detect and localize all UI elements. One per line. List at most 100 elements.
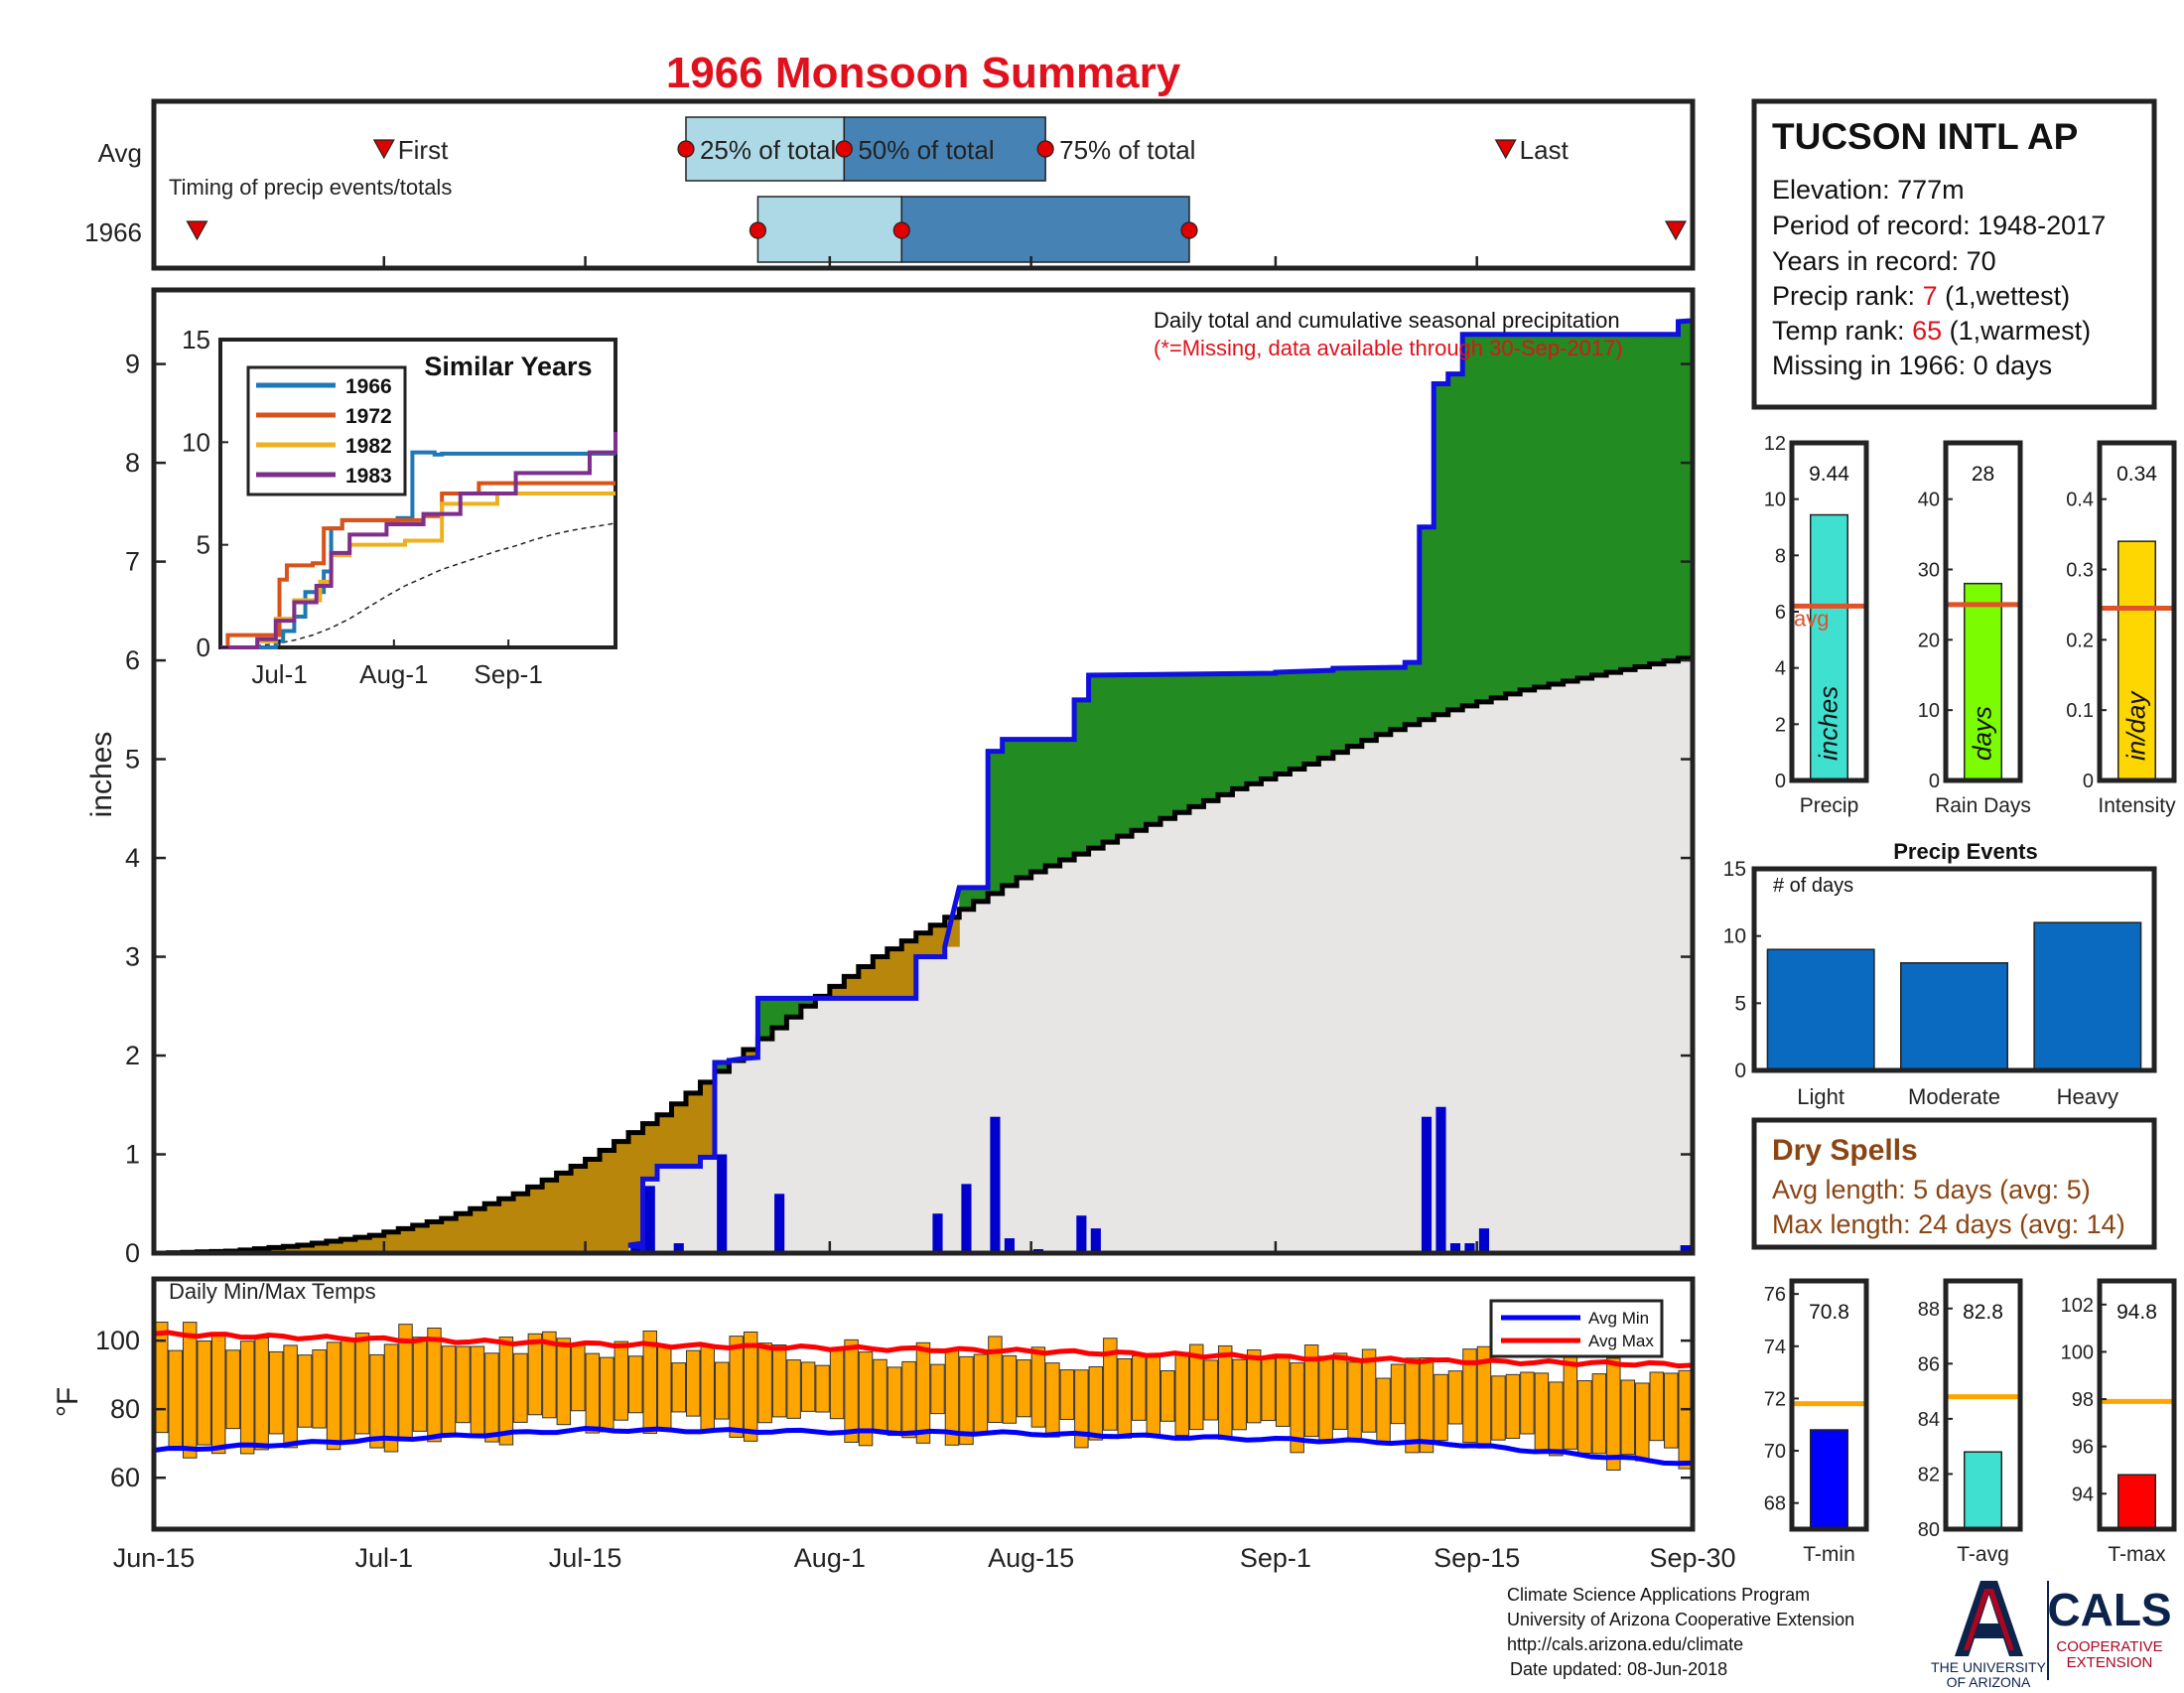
above-average-fill: [1650, 335, 1665, 664]
above-average-fill: [1405, 662, 1420, 725]
below-average-fill: [571, 1166, 586, 1253]
above-average-fill: [1606, 335, 1621, 672]
daily-temp-bar: [1161, 1371, 1174, 1422]
above-average-fill: [1506, 335, 1521, 694]
daily-temp-bar: [1578, 1381, 1591, 1454]
main-y-tick-label: 3: [125, 942, 140, 972]
precip-mini-1-bar-unit: days: [1968, 706, 1997, 761]
daily-temp-bar: [457, 1346, 470, 1423]
above-average-fill: [1232, 675, 1247, 788]
year-first-marker: [187, 221, 206, 239]
daily-temp-bar: [1348, 1362, 1361, 1442]
above-average-fill: [1003, 740, 1018, 886]
daily-temp-bar: [1550, 1382, 1563, 1456]
year-25-marker: [750, 222, 765, 238]
inset-x-tick-label: Jul-1: [251, 659, 307, 689]
daily-precip-bar: [774, 1194, 784, 1253]
timing-caption: Timing of precip events/totals: [169, 175, 452, 200]
daily-temp-bar: [169, 1350, 182, 1450]
daily-temp-bar: [916, 1342, 929, 1443]
daily-temp-bar: [514, 1353, 527, 1422]
below-average-fill: [614, 1142, 629, 1253]
above-average-fill: [1175, 675, 1190, 812]
daily-temp-bar: [442, 1346, 455, 1435]
daily-temp-bar: [413, 1338, 426, 1432]
temp-mini-2-tick-label: 96: [2072, 1437, 2094, 1459]
daily-temp-bar: [1492, 1376, 1505, 1440]
above-average-fill: [1635, 335, 1650, 667]
footer-line-2: University of Arizona Cooperative Extens…: [1507, 1610, 1854, 1629]
event-category-label: Light: [1797, 1084, 1844, 1109]
above-average-fill: [1118, 675, 1133, 836]
event-category-label: Heavy: [2057, 1084, 2118, 1109]
daily-temp-bar: [614, 1341, 627, 1420]
daily-precip-bar: [932, 1213, 942, 1253]
main-y-tick-label: 9: [125, 350, 140, 379]
temp-mini-0-value: 70.8: [1809, 1301, 1849, 1324]
temp-mini-0-bar: [1811, 1430, 1848, 1529]
precip-events-title: Precip Events: [1893, 839, 2038, 864]
above-average-fill: [1203, 675, 1218, 800]
daily-temp-bar: [1592, 1374, 1605, 1454]
daily-temp-bar: [931, 1364, 944, 1413]
daily-temp-bar: [701, 1346, 714, 1430]
precip-rank-note: (1,wettest): [1938, 281, 2071, 311]
daily-temp-bar: [355, 1334, 368, 1434]
precip-mini-2-tick-label: 0: [2083, 771, 2094, 792]
precip-mini-2-tick-label: 0.4: [2066, 490, 2094, 511]
precip-mini-0-tick-label: 0: [1775, 771, 1786, 792]
event-bar-heavy: [2034, 922, 2140, 1070]
daily-temp-bar: [629, 1356, 642, 1413]
temp-y-tick-label: 100: [95, 1326, 140, 1355]
daily-temp-bar: [902, 1361, 915, 1437]
logo-ua-line-1: THE UNIVERSITY: [1931, 1659, 2047, 1675]
daily-temp-bar: [1175, 1352, 1188, 1435]
above-average-fill: [1290, 672, 1304, 769]
daily-temp-bar: [601, 1357, 614, 1432]
year-25-50-box: [757, 197, 901, 262]
daily-temp-bar: [658, 1345, 671, 1431]
temp-mini-0-tick-label: 74: [1764, 1337, 1786, 1358]
above-average-fill: [1318, 672, 1333, 759]
main-y-tick-label: 0: [125, 1238, 140, 1268]
x-tick-label: Jul-15: [549, 1543, 622, 1573]
precip-mini-2-tick-label: 0.2: [2066, 630, 2094, 651]
daily-temp-bar: [313, 1350, 326, 1429]
x-tick-label: Jun-15: [113, 1543, 196, 1573]
temp-mini-1-tick-label: 86: [1918, 1353, 1940, 1375]
temp-mini-2-tick-label: 102: [2061, 1295, 2094, 1317]
daily-temp-bar: [1046, 1363, 1059, 1438]
daily-temp-bar: [1406, 1358, 1419, 1453]
temperature-ylabel: °F: [52, 1387, 84, 1417]
daily-temp-bar: [1060, 1370, 1073, 1420]
daily-temp-bar: [1003, 1355, 1016, 1423]
inset-title: Similar Years: [424, 352, 592, 381]
precip-mini-1-category: Rain Days: [1935, 794, 2031, 817]
avg-25-marker: [678, 141, 694, 157]
above-average-fill: [1031, 740, 1046, 872]
above-average-fill: [1535, 335, 1550, 687]
precip-rank-value: 7: [1923, 281, 1938, 311]
above-average-fill: [1477, 335, 1492, 702]
precip-mini-0-tick-label: 2: [1775, 714, 1786, 736]
footer-line-4: Date updated: 08-Jun-2018: [1510, 1659, 1727, 1679]
temp-mini-1-tick-label: 80: [1918, 1519, 1940, 1541]
above-average-fill: [1347, 668, 1362, 747]
x-tick-label: Aug-15: [988, 1543, 1074, 1573]
inset-x-tick-label: Sep-1: [474, 659, 542, 689]
above-average-fill: [1045, 740, 1060, 866]
daily-temp-bar: [1204, 1360, 1217, 1420]
daily-temp-bar: [845, 1340, 858, 1442]
daily-temp-bar: [572, 1345, 585, 1411]
above-average-fill: [1621, 335, 1636, 670]
daily-temp-bar: [801, 1362, 814, 1411]
daily-temp-bar: [1391, 1364, 1404, 1424]
below-average-fill: [499, 1199, 514, 1253]
x-tick-label: Sep-15: [1433, 1543, 1520, 1573]
above-average-fill: [1462, 335, 1477, 706]
daily-temp-bar: [1636, 1383, 1649, 1461]
daily-temp-bar: [1218, 1345, 1231, 1439]
